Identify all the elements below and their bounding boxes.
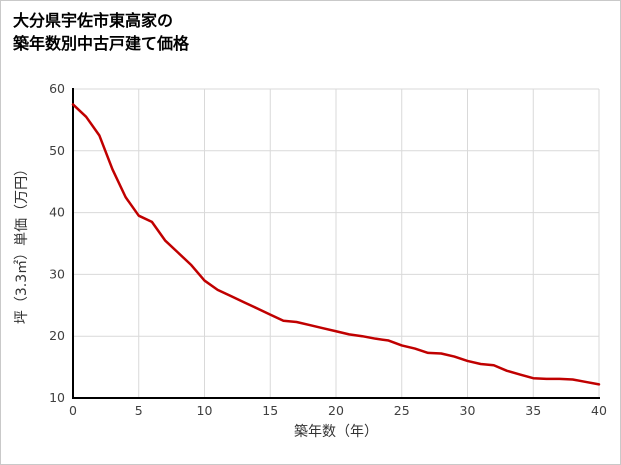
x-axis-label: 築年数（年） xyxy=(294,424,378,440)
x-tick-label: 5 xyxy=(135,403,143,418)
y-tick-label: 20 xyxy=(49,328,65,343)
y-tick-label: 50 xyxy=(49,143,65,158)
x-tick-label: 35 xyxy=(525,403,541,418)
x-tick-label: 30 xyxy=(460,403,476,418)
y-tick-label: 10 xyxy=(49,390,65,405)
y-tick-label: 30 xyxy=(49,266,65,281)
price-line xyxy=(71,103,601,386)
x-tick-label: 0 xyxy=(69,403,77,418)
x-tick-label: 40 xyxy=(591,403,607,418)
x-tick-label: 15 xyxy=(262,403,278,418)
chart-title-line-1: 大分県宇佐市東高家の xyxy=(13,11,174,30)
chart-title-line-2: 築年数別中古戸建て価格 xyxy=(13,34,190,54)
y-tick-label: 60 xyxy=(49,81,65,96)
x-tick-label: 10 xyxy=(197,403,213,418)
y-axis-label: 坪（3.3㎡）単価（万円） xyxy=(14,161,30,325)
x-tick-label: 25 xyxy=(394,403,410,418)
chart-title: 大分県宇佐市東高家の 築年数別中古戸建て価格 xyxy=(13,9,189,55)
y-tick-label: 40 xyxy=(49,205,65,220)
x-tick-label: 20 xyxy=(328,403,344,418)
